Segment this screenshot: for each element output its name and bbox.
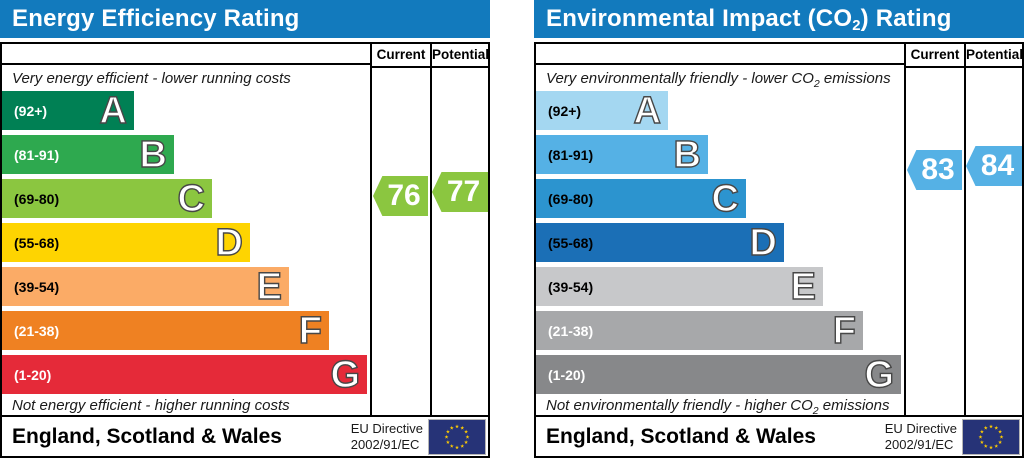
potential-rating-value: 77: [446, 175, 481, 208]
panel-title-subscript: 2: [852, 17, 861, 34]
current-column-header: Current: [372, 44, 430, 68]
footer: England, Scotland & Wales EU Directive 20…: [534, 417, 1024, 458]
eu-directive-line1: EU Directive: [884, 420, 957, 436]
band-letter: G: [330, 353, 361, 396]
eu-directive-line2: 2002/91/EC: [350, 436, 420, 452]
band-f: (21-38) F: [536, 311, 863, 350]
caption-bottom: Not environmentally friendly - higher CO…: [536, 397, 904, 417]
potential-column-header: Potential: [432, 44, 489, 68]
rating-table: Very energy efficient - lower running co…: [0, 42, 490, 417]
band-a: (92+) A: [536, 91, 668, 130]
band-area: Very energy efficient - lower running co…: [2, 44, 370, 415]
band-letter: E: [790, 265, 817, 308]
current-column: Current 76: [370, 44, 430, 415]
eu-flag-icon: [428, 418, 486, 455]
panel-title: Energy Efficiency Rating: [0, 0, 490, 38]
band-a: (92+) A: [2, 91, 134, 130]
panel-title: Environmental Impact (CO2) Rating: [534, 0, 1024, 38]
panel-title-text: Environmental Impact (CO: [546, 5, 853, 32]
band-b: (81-91) B: [536, 135, 708, 174]
band-range: (39-54): [548, 278, 594, 295]
band-g: (1-20) G: [2, 355, 367, 394]
band-d: (55-68) D: [2, 223, 250, 262]
potential-column: Potential 84: [964, 44, 1023, 415]
eu-directive-label: EU Directive 2002/91/EC: [885, 421, 963, 452]
eu-directive-label: EU Directive 2002/91/EC: [351, 421, 429, 452]
caption-bottom-text: Not environmentally friendly - higher CO: [546, 397, 813, 414]
band-c: (69-80) C: [536, 179, 746, 218]
band-letter: A: [99, 89, 128, 132]
band-letter: F: [298, 309, 323, 352]
band-letter: D: [749, 221, 778, 264]
eu-directive-line1: EU Directive: [350, 420, 423, 436]
region-label: England, Scotland & Wales: [12, 424, 282, 448]
bands: (92+) A (81-91) B (69-80) C (55-68) D (39-54…: [2, 91, 370, 399]
band-letter: C: [711, 177, 740, 220]
region-label: England, Scotland & Wales: [546, 424, 816, 448]
eu-flag-icon: [962, 418, 1020, 455]
footer: England, Scotland & Wales EU Directive 20…: [0, 417, 490, 458]
band-d: (55-68) D: [536, 223, 784, 262]
band-letter: E: [256, 265, 283, 308]
potential-rating-arrow: 84: [966, 146, 1022, 186]
band-area: Very environmentally friendly - lower CO…: [536, 44, 904, 417]
band-range: (21-38): [548, 322, 594, 339]
current-rating-arrow: 76: [373, 176, 428, 216]
band-range: (81-91): [14, 146, 60, 163]
caption-bottom-subscript: 2: [812, 405, 819, 417]
band-range: (1-20): [548, 366, 586, 383]
bands: (92+) A (81-91) B (69-80) C (55-68) D (39-54…: [536, 91, 904, 399]
band-letter: A: [633, 89, 662, 132]
rating-table: Very environmentally friendly - lower CO…: [534, 42, 1024, 417]
band-range: (55-68): [14, 234, 60, 251]
current-rating-value: 83: [921, 153, 955, 186]
band-e: (39-54) E: [536, 267, 823, 306]
band-range: (81-91): [548, 146, 594, 163]
band-b: (81-91) B: [2, 135, 174, 174]
current-column-header: Current: [906, 44, 964, 68]
caption-bottom-text: Not energy efficient - higher running co…: [12, 397, 290, 414]
caption-bottom-suffix: emissions: [818, 397, 890, 414]
caption-top-subscript: 2: [813, 78, 820, 90]
caption-top-suffix: emissions: [819, 70, 891, 87]
caption-top-text: Very environmentally friendly - lower CO: [546, 70, 814, 87]
band-range: (1-20): [14, 366, 52, 383]
band-range: (92+): [548, 102, 582, 119]
band-range: (69-80): [14, 190, 60, 207]
potential-rating-value: 84: [980, 149, 1015, 182]
band-range: (55-68): [548, 234, 594, 251]
band-area-header-spacer: [2, 44, 370, 65]
potential-column: Potential 77: [430, 44, 489, 415]
caption-top-text: Very energy efficient - lower running co…: [12, 70, 291, 87]
band-g: (1-20) G: [536, 355, 901, 394]
band-range: (69-80): [548, 190, 594, 207]
environmental-impact-panel: Environmental Impact (CO2) Rating Very e…: [534, 0, 1024, 460]
caption-bottom: Not energy efficient - higher running co…: [2, 397, 370, 415]
band-letter: B: [673, 133, 702, 176]
potential-column-header: Potential: [966, 44, 1023, 68]
band-letter: C: [177, 177, 206, 220]
current-rating-value: 76: [387, 179, 421, 212]
band-letter: B: [139, 133, 168, 176]
current-rating-arrow: 83: [907, 150, 962, 190]
potential-rating-arrow: 77: [432, 172, 488, 212]
band-range: (92+): [14, 102, 48, 119]
current-column: Current 83: [904, 44, 964, 415]
band-letter: G: [864, 353, 895, 396]
band-e: (39-54) E: [2, 267, 289, 306]
eu-directive-line2: 2002/91/EC: [884, 436, 954, 452]
caption-top: Very energy efficient - lower running co…: [2, 65, 370, 91]
panel-title-text: Energy Efficiency Rating: [12, 5, 300, 32]
band-f: (21-38) F: [2, 311, 329, 350]
panel-title-suffix: ) Rating: [860, 5, 952, 32]
band-c: (69-80) C: [2, 179, 212, 218]
caption-top: Very environmentally friendly - lower CO…: [536, 65, 904, 91]
band-area-header-spacer: [536, 44, 904, 65]
band-range: (21-38): [14, 322, 60, 339]
band-letter: F: [832, 309, 857, 352]
energy-efficiency-panel: Energy Efficiency Rating Very energy eff…: [0, 0, 490, 460]
band-range: (39-54): [14, 278, 60, 295]
band-letter: D: [215, 221, 244, 264]
